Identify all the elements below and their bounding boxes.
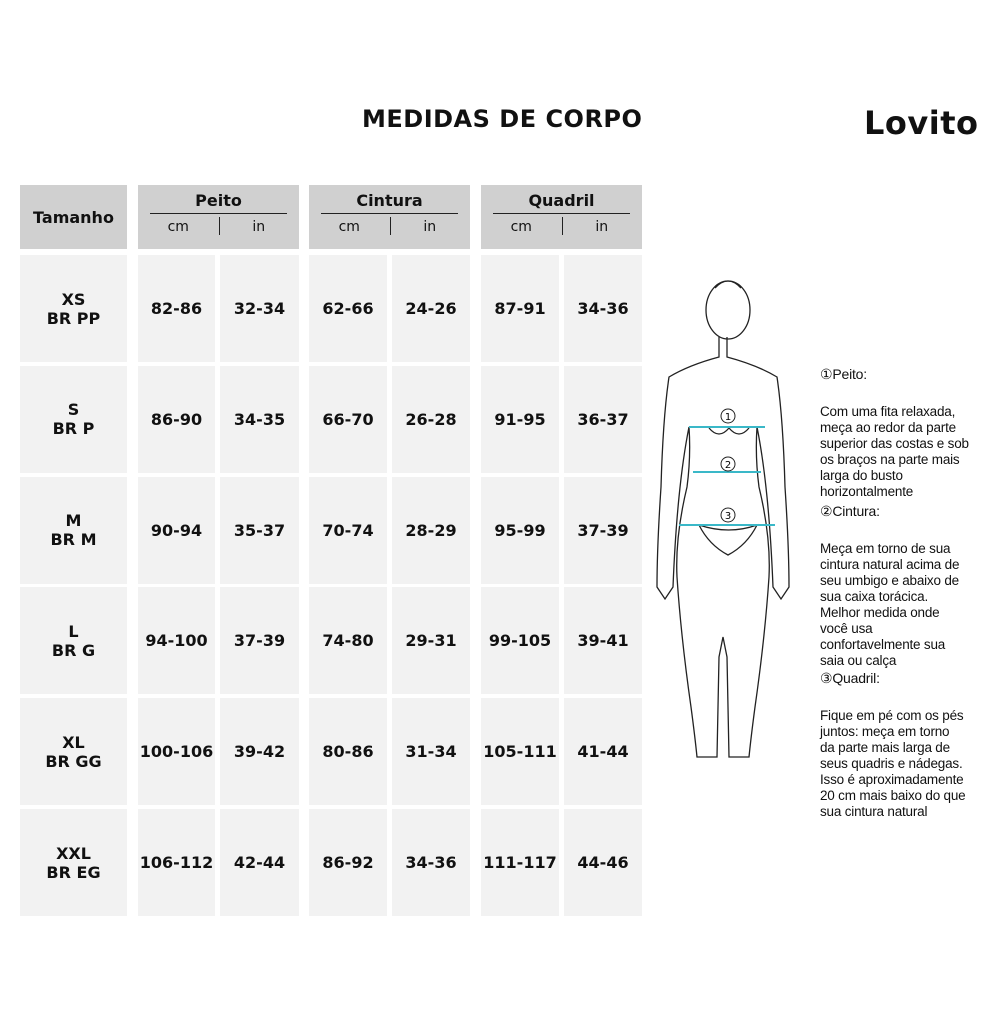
marker-2-icon — [720, 456, 736, 472]
value-cell: 42-44 — [220, 809, 299, 916]
header-size-label: Tamanho — [33, 207, 114, 227]
value-cell: 91-95 — [481, 365, 559, 473]
unit-divider — [561, 217, 563, 235]
body-figure: 1 2 3 — [656, 280, 790, 758]
size-cell: M BR M — [20, 476, 127, 584]
value-cell: 37-39 — [220, 587, 299, 695]
value-cell: 66-70 — [309, 365, 387, 473]
header-divider — [150, 213, 287, 214]
value-cell: 29-31 — [392, 587, 470, 695]
hair-outline — [714, 280, 742, 289]
value-cell: 41-44 — [564, 698, 642, 806]
desc-waist: ②Cintura: Meça em torno de sua cintura n… — [820, 487, 959, 685]
svg-text:3: 3 — [725, 511, 731, 522]
value-cell: 34-36 — [564, 255, 642, 362]
unit-divider — [218, 217, 220, 235]
bust-outline — [708, 426, 750, 435]
header-chest: Peito cm in — [138, 185, 299, 249]
unit-cm: cm — [167, 219, 189, 235]
unit-in: in — [595, 219, 609, 235]
header-hip-label: Quadril — [528, 191, 595, 210]
header-size: Tamanho — [20, 185, 127, 249]
value-cell: 111-117 — [481, 809, 559, 916]
unit-cm: cm — [338, 219, 360, 235]
header-divider — [493, 213, 630, 214]
header-chest-label: Peito — [195, 191, 242, 210]
value-cell: 86-92 — [309, 809, 387, 916]
size-cell: S BR P — [20, 365, 127, 473]
header-waist-label: Cintura — [356, 191, 423, 210]
value-cell: 82-86 — [138, 255, 215, 362]
unit-in: in — [252, 219, 266, 235]
unit-divider — [389, 217, 391, 235]
value-cell: 28-29 — [392, 476, 470, 584]
desc-hip-heading: ③Quadril: — [820, 670, 880, 686]
value-cell: 94-100 — [138, 587, 215, 695]
page-title: MEDIDAS DE CORPO — [362, 105, 643, 133]
header-waist: Cintura cm in — [309, 185, 470, 249]
unit-cm: cm — [510, 219, 532, 235]
value-cell: 36-37 — [564, 365, 642, 473]
value-cell: 37-39 — [564, 476, 642, 584]
value-cell: 106-112 — [138, 809, 215, 916]
value-cell: 26-28 — [392, 365, 470, 473]
marker-3-icon — [720, 507, 736, 523]
value-cell: 99-105 — [481, 587, 559, 695]
value-cell: 39-41 — [564, 587, 642, 695]
size-cell: XS BR PP — [20, 255, 127, 362]
underwear-outline — [698, 523, 759, 556]
size-cell: XL BR GG — [20, 698, 127, 806]
svg-text:1: 1 — [725, 412, 731, 423]
desc-hip: ③Quadril: Fique em pé com os pés juntos:… — [820, 654, 966, 836]
value-cell: 34-36 — [392, 809, 470, 916]
desc-chest-heading: ①Peito: — [820, 366, 867, 382]
value-cell: 105-111 — [481, 698, 559, 806]
value-cell: 90-94 — [138, 476, 215, 584]
desc-hip-text: Fique em pé com os pés juntos: meça em t… — [820, 708, 966, 819]
value-cell: 34-35 — [220, 365, 299, 473]
size-cell: XXL BR EG — [20, 809, 127, 916]
value-cell: 100-106 — [138, 698, 215, 806]
value-cell: 74-80 — [309, 587, 387, 695]
value-cell: 35-37 — [220, 476, 299, 584]
desc-waist-heading: ②Cintura: — [820, 503, 880, 519]
size-cell: L BR G — [20, 587, 127, 695]
header-hip: Quadril cm in — [481, 185, 642, 249]
desc-waist-text: Meça em torno de sua cintura natural aci… — [820, 541, 960, 668]
unit-in: in — [423, 219, 437, 235]
value-cell: 87-91 — [481, 255, 559, 362]
svg-text:2: 2 — [725, 460, 731, 471]
marker-1-icon — [720, 408, 736, 424]
head-outline — [705, 280, 751, 340]
value-cell: 80-86 — [309, 698, 387, 806]
desc-chest-text: Com uma fita relaxada, meça ao redor da … — [820, 404, 969, 499]
value-cell: 44-46 — [564, 809, 642, 916]
body-outline — [656, 337, 790, 758]
value-cell: 39-42 — [220, 698, 299, 806]
value-cell: 31-34 — [392, 698, 470, 806]
value-cell: 86-90 — [138, 365, 215, 473]
desc-chest: ①Peito: Com uma fita relaxada, meça ao r… — [820, 350, 969, 516]
value-cell: 70-74 — [309, 476, 387, 584]
value-cell: 24-26 — [392, 255, 470, 362]
brand-logo: Lovito — [864, 104, 979, 142]
header-divider — [321, 213, 458, 214]
value-cell: 32-34 — [220, 255, 299, 362]
value-cell: 62-66 — [309, 255, 387, 362]
value-cell: 95-99 — [481, 476, 559, 584]
